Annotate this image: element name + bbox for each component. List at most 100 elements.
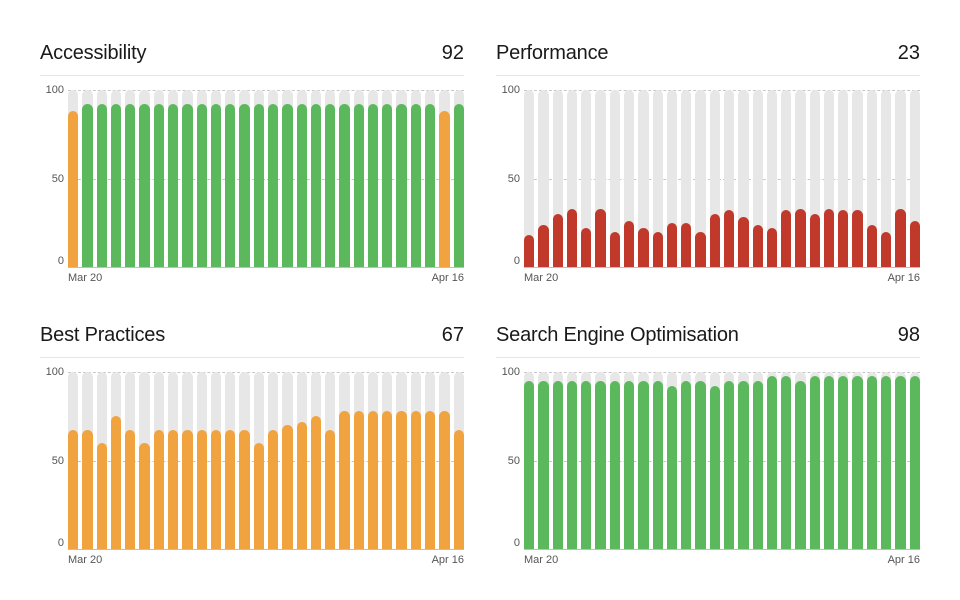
bar[interactable] — [111, 90, 121, 267]
bar[interactable] — [225, 90, 235, 267]
bar[interactable] — [681, 90, 691, 267]
bar[interactable] — [182, 372, 192, 549]
bar[interactable] — [396, 90, 406, 267]
bar[interactable] — [239, 90, 249, 267]
bar[interactable] — [824, 90, 834, 267]
bar[interactable] — [795, 90, 805, 267]
bar[interactable] — [710, 372, 720, 549]
bar[interactable] — [738, 90, 748, 267]
bar[interactable] — [695, 90, 705, 267]
bar[interactable] — [97, 90, 107, 267]
bar[interactable] — [781, 372, 791, 549]
bar[interactable] — [339, 372, 349, 549]
bar[interactable] — [325, 90, 335, 267]
bar[interactable] — [624, 90, 634, 267]
bar[interactable] — [710, 90, 720, 267]
bar[interactable] — [197, 90, 207, 267]
bar[interactable] — [753, 90, 763, 267]
bar[interactable] — [667, 372, 677, 549]
bar[interactable] — [439, 372, 449, 549]
bar[interactable] — [538, 372, 548, 549]
bar[interactable] — [653, 90, 663, 267]
bar[interactable] — [139, 90, 149, 267]
bar[interactable] — [425, 372, 435, 549]
bar[interactable] — [168, 372, 178, 549]
bar[interactable] — [767, 90, 777, 267]
bar[interactable] — [581, 372, 591, 549]
bar[interactable] — [724, 372, 734, 549]
bar[interactable] — [396, 372, 406, 549]
bar[interactable] — [553, 90, 563, 267]
bar[interactable] — [681, 372, 691, 549]
bar[interactable] — [653, 372, 663, 549]
bar[interactable] — [168, 90, 178, 267]
bar[interactable] — [211, 90, 221, 267]
bar[interactable] — [154, 90, 164, 267]
bar[interactable] — [411, 372, 421, 549]
bar[interactable] — [795, 372, 805, 549]
bar[interactable] — [382, 90, 392, 267]
bar[interactable] — [781, 90, 791, 267]
bar[interactable] — [154, 372, 164, 549]
bar[interactable] — [82, 372, 92, 549]
bar[interactable] — [125, 372, 135, 549]
bar[interactable] — [838, 372, 848, 549]
bar[interactable] — [852, 90, 862, 267]
bar[interactable] — [368, 90, 378, 267]
bar[interactable] — [595, 90, 605, 267]
bar[interactable] — [368, 372, 378, 549]
bar[interactable] — [182, 90, 192, 267]
bar[interactable] — [282, 90, 292, 267]
bar[interactable] — [82, 90, 92, 267]
bar[interactable] — [454, 372, 464, 549]
bar[interactable] — [881, 90, 891, 267]
bar[interactable] — [454, 90, 464, 267]
bar[interactable] — [595, 372, 605, 549]
bar[interactable] — [738, 372, 748, 549]
bar[interactable] — [239, 372, 249, 549]
bar[interactable] — [68, 372, 78, 549]
bar[interactable] — [97, 372, 107, 549]
bar[interactable] — [810, 90, 820, 267]
bar[interactable] — [297, 90, 307, 267]
bar[interactable] — [910, 372, 920, 549]
bar[interactable] — [810, 372, 820, 549]
bar[interactable] — [581, 90, 591, 267]
bar[interactable] — [753, 372, 763, 549]
bar[interactable] — [567, 372, 577, 549]
bar[interactable] — [354, 90, 364, 267]
bar[interactable] — [638, 90, 648, 267]
bar[interactable] — [254, 90, 264, 267]
bar[interactable] — [624, 372, 634, 549]
bar[interactable] — [881, 372, 891, 549]
bar[interactable] — [910, 90, 920, 267]
bar[interactable] — [724, 90, 734, 267]
bar[interactable] — [297, 372, 307, 549]
bar[interactable] — [638, 372, 648, 549]
bar[interactable] — [610, 90, 620, 267]
bar[interactable] — [867, 372, 877, 549]
bar[interactable] — [339, 90, 349, 267]
bar[interactable] — [567, 90, 577, 267]
bar[interactable] — [111, 372, 121, 549]
bar[interactable] — [439, 90, 449, 267]
bar[interactable] — [68, 90, 78, 267]
bar[interactable] — [311, 90, 321, 267]
bar[interactable] — [225, 372, 235, 549]
bar[interactable] — [311, 372, 321, 549]
bar[interactable] — [538, 90, 548, 267]
bar[interactable] — [354, 372, 364, 549]
bar[interactable] — [767, 372, 777, 549]
bar[interactable] — [411, 90, 421, 267]
bar[interactable] — [268, 90, 278, 267]
bar[interactable] — [524, 372, 534, 549]
bar[interactable] — [667, 90, 677, 267]
bar[interactable] — [553, 372, 563, 549]
bar[interactable] — [382, 372, 392, 549]
bar[interactable] — [895, 90, 905, 267]
bar[interactable] — [867, 90, 877, 267]
bar[interactable] — [610, 372, 620, 549]
bar[interactable] — [824, 372, 834, 549]
bar[interactable] — [254, 372, 264, 549]
bar[interactable] — [852, 372, 862, 549]
